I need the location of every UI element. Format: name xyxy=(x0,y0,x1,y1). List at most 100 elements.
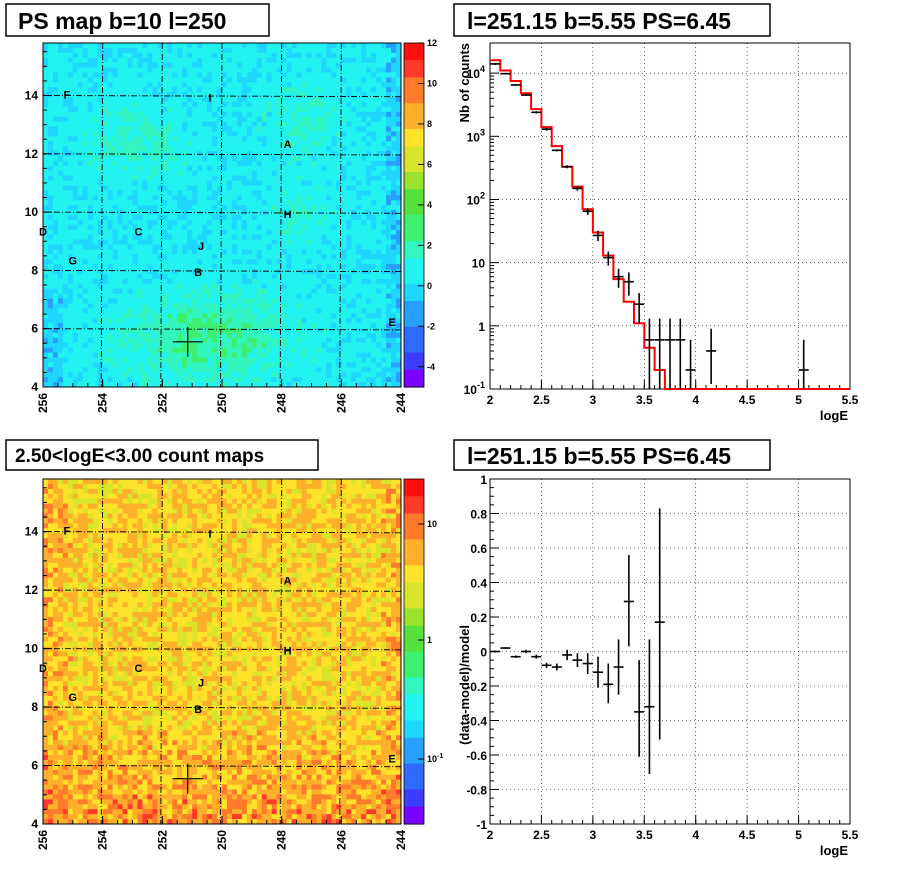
data-point xyxy=(500,72,511,75)
grid-line-l xyxy=(160,478,163,825)
y-tick-label: 4 xyxy=(31,817,38,831)
colorbar-step xyxy=(404,232,424,242)
colorbar-tick-label: -4 xyxy=(427,362,435,372)
x-tick-label: 4 xyxy=(692,393,699,407)
y-tick-label: -0.4 xyxy=(466,715,487,729)
y-tick-label: 10 xyxy=(472,257,486,271)
colorbar-step xyxy=(404,258,424,268)
colorbar-step xyxy=(404,634,424,644)
colorbar-step xyxy=(404,103,424,113)
y-tick-label: 10-1 xyxy=(464,380,485,397)
colorbar-step xyxy=(404,86,424,96)
grid-line-l xyxy=(279,478,283,825)
grid-line-l xyxy=(100,478,104,825)
y-tick-label: 8 xyxy=(31,700,38,714)
data-point xyxy=(521,649,531,654)
colorbar-step xyxy=(404,146,424,156)
source-label-b: B xyxy=(194,704,202,716)
x-tick-label: 2.5 xyxy=(533,828,550,842)
colorbar-step xyxy=(404,763,424,773)
x-tick-label: 252 xyxy=(155,393,169,413)
colorbar-step xyxy=(404,120,424,130)
colorbar-step xyxy=(404,215,424,225)
map1-title: PS map b=10 l=250 xyxy=(18,8,226,34)
colorbar-tick-label: 4 xyxy=(427,200,432,210)
colorbar-tick-label: 6 xyxy=(427,159,432,169)
x-tick-label: 254 xyxy=(96,393,110,413)
x-tick-label: 256 xyxy=(36,393,50,413)
colorbar-step xyxy=(404,651,424,661)
colorbar-step xyxy=(404,68,424,78)
y-tick-label: -0.8 xyxy=(466,784,487,798)
source-label-d: D xyxy=(39,663,47,675)
grid-line-b xyxy=(42,648,402,651)
colorbar-step xyxy=(404,352,424,362)
colorbar-step xyxy=(404,496,424,506)
data-point xyxy=(531,111,542,114)
data-point xyxy=(572,186,583,191)
colorbar-step xyxy=(404,240,424,250)
source-label-a: A xyxy=(284,139,292,151)
colorbar-step xyxy=(404,694,424,704)
colorbar-step xyxy=(404,642,424,653)
colorbar-step xyxy=(404,43,424,53)
y-tick-label: -0.6 xyxy=(466,749,487,763)
colorbar-step xyxy=(404,111,424,121)
x-tick-label: 3 xyxy=(590,393,597,407)
source-label-h: H xyxy=(284,209,292,221)
x-tick-label: 246 xyxy=(334,830,348,850)
colorbar-step xyxy=(404,737,424,747)
data-point xyxy=(500,647,511,649)
colorbar-step xyxy=(404,780,424,791)
y-tick-label: 0 xyxy=(480,646,487,660)
y-tick-label: 8 xyxy=(31,263,38,277)
source-label-d: D xyxy=(39,226,47,238)
colorbar-step xyxy=(404,556,424,566)
data-point xyxy=(654,508,665,740)
source-label-a: A xyxy=(284,575,292,587)
source-label-i: I xyxy=(209,528,212,540)
colorbar-frame xyxy=(403,478,425,825)
colorbar-step xyxy=(404,522,424,532)
map-grid xyxy=(42,478,402,825)
y-tick-label: 12 xyxy=(25,583,39,597)
colorbar-step xyxy=(404,487,424,497)
data-point xyxy=(562,649,573,661)
colorbar-step xyxy=(404,755,424,765)
y-axis-label: Nb of counts xyxy=(457,43,472,122)
colorbar-step xyxy=(404,249,424,259)
y-tick-label: 0.2 xyxy=(470,611,487,625)
grid-line-b xyxy=(42,269,402,273)
data-point xyxy=(634,293,645,324)
colorbar-step xyxy=(404,180,424,190)
data-point xyxy=(603,663,614,704)
data-point xyxy=(531,654,542,659)
colorbar-step xyxy=(404,378,424,388)
source-label-f: F xyxy=(63,89,70,101)
data-point xyxy=(798,339,809,389)
colorbar-step xyxy=(404,530,424,540)
colorbar-tick-label: -2 xyxy=(427,321,435,331)
grid-line-b xyxy=(42,153,402,156)
data-point xyxy=(654,318,665,389)
source-label-e: E xyxy=(388,754,395,766)
x-tick-label: 3.5 xyxy=(636,828,653,842)
y-tick-label: 6 xyxy=(31,759,38,773)
grid-line-b xyxy=(42,95,402,98)
data-point xyxy=(562,165,573,169)
source-label-c: C xyxy=(134,226,142,238)
colorbar-step xyxy=(404,163,424,173)
colorbar-step xyxy=(404,60,424,70)
colorbar-step xyxy=(404,197,424,207)
y-tick-label: 103 xyxy=(467,127,485,144)
colorbar-tick-label: 10 xyxy=(427,519,437,529)
data-point xyxy=(593,656,603,688)
data-point xyxy=(685,339,696,389)
colorbar-step xyxy=(404,720,424,730)
y-tick-label: 6 xyxy=(31,322,38,336)
source-label-g: G xyxy=(69,692,78,704)
data-point xyxy=(541,127,552,131)
colorbar-step xyxy=(404,660,424,670)
source-label-b: B xyxy=(194,267,202,279)
x-axis-label: logE xyxy=(820,408,848,423)
